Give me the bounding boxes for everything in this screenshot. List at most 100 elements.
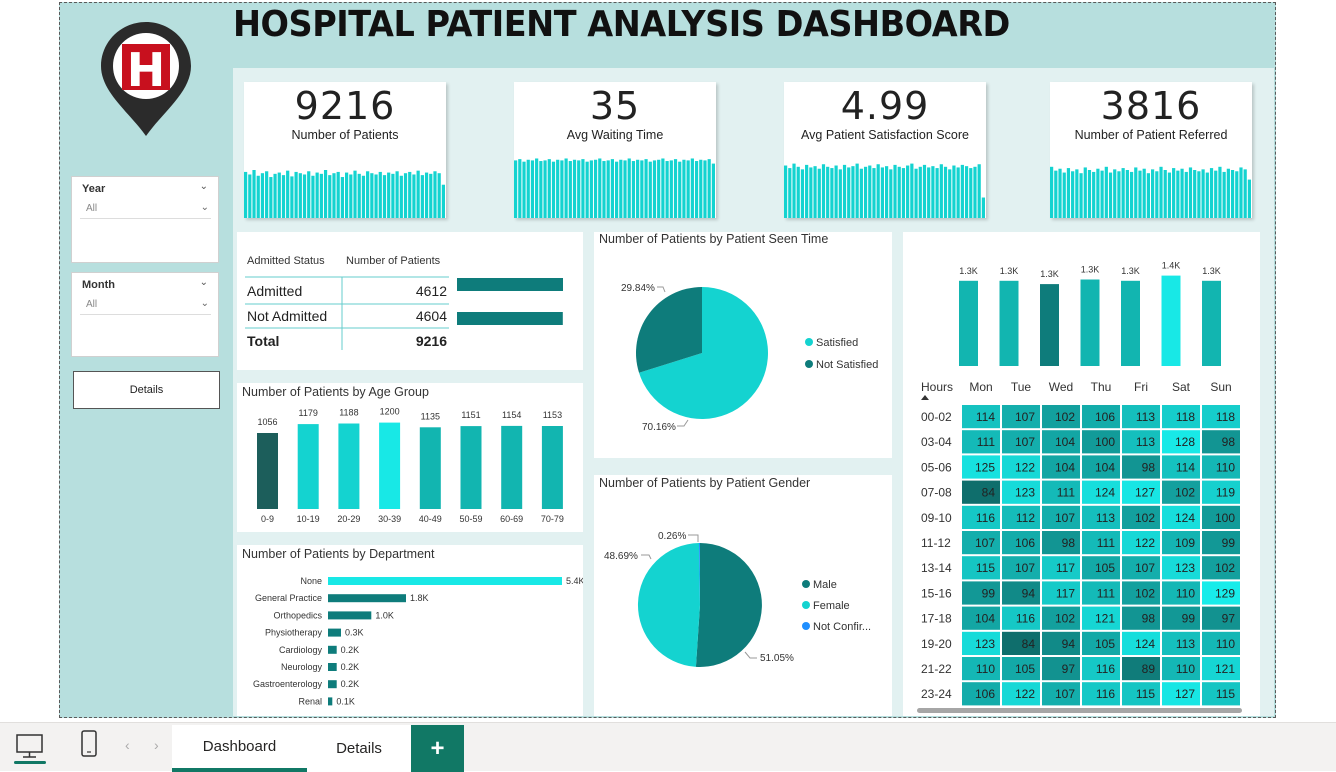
heatmap-cell-value: 97 bbox=[1222, 612, 1236, 626]
heatmap-cell bbox=[1162, 405, 1200, 429]
heatmap-cell-value: 113 bbox=[1096, 511, 1115, 525]
sparkline-bar bbox=[602, 161, 606, 218]
sparkline-bar bbox=[851, 166, 855, 218]
heatmap-cell-value: 113 bbox=[1136, 410, 1155, 424]
axis-tick-label: 10-19 bbox=[297, 514, 320, 524]
heatmap-cell-value: 102 bbox=[1135, 511, 1155, 525]
chevron-right-icon[interactable]: › bbox=[154, 737, 159, 753]
heatmap-corner-label: Hours bbox=[921, 380, 953, 394]
sparkline-bar bbox=[1159, 166, 1163, 218]
heatmap-cell bbox=[1122, 581, 1160, 605]
data-label: 1.3K bbox=[1040, 269, 1059, 279]
sparkline-bar bbox=[652, 160, 657, 218]
heatmap-row-label: 07-08 bbox=[921, 486, 952, 500]
heatmap-cell bbox=[962, 405, 1000, 429]
sparkline-bar bbox=[1104, 166, 1108, 218]
heatmap-cell bbox=[962, 505, 1000, 529]
sparkline-bar bbox=[391, 173, 395, 218]
kpi-card-referred: 3816 Number of Patient Referred bbox=[1050, 82, 1252, 218]
heatmap-cell bbox=[1082, 631, 1120, 655]
year-dropdown[interactable]: All ⌄ bbox=[80, 199, 211, 219]
sparkline-bar bbox=[535, 158, 539, 218]
heatmap-cell bbox=[1042, 556, 1080, 580]
legend-label: Satisfied bbox=[816, 337, 858, 349]
heatmap-cell-value: 127 bbox=[1135, 486, 1155, 500]
data-label: 1.3K bbox=[1121, 266, 1140, 276]
sparkline-bar bbox=[1172, 168, 1176, 218]
data-label: 1151 bbox=[461, 410, 480, 420]
details-button[interactable]: Details bbox=[73, 371, 220, 409]
sparkline-bar bbox=[1218, 166, 1222, 218]
heatmap-cell bbox=[1082, 405, 1120, 429]
heatmap-cell-value: 110 bbox=[1216, 460, 1235, 474]
month-dropdown[interactable]: All ⌄ bbox=[80, 295, 211, 315]
tab-dashboard[interactable]: Dashboard bbox=[172, 725, 307, 772]
admitted-bar bbox=[457, 312, 563, 325]
sparkline-bar bbox=[922, 164, 927, 218]
sparkline-bar bbox=[577, 160, 581, 218]
horizontal-scrollbar bbox=[917, 708, 1242, 713]
sparkline-bar bbox=[1184, 171, 1188, 218]
sparkline-bar bbox=[1205, 172, 1209, 218]
weekday-bar bbox=[959, 280, 978, 366]
chevron-down-icon[interactable]: ⌄ bbox=[199, 181, 208, 192]
sparkline-bar bbox=[973, 166, 977, 218]
heatmap-cell-value: 102 bbox=[1215, 561, 1235, 575]
add-page-button[interactable]: + bbox=[411, 725, 464, 772]
heatmap-cell bbox=[1082, 682, 1120, 706]
data-label: 1.3K bbox=[1202, 266, 1221, 276]
sparkline-bar bbox=[1155, 171, 1159, 218]
heatmap-cell bbox=[1202, 531, 1240, 555]
heatmap-cell-value: 102 bbox=[1055, 410, 1075, 424]
sparkline-bar bbox=[424, 172, 429, 218]
sparkline-bar bbox=[1222, 171, 1226, 218]
sparkline-bar bbox=[644, 159, 648, 218]
heatmap-cell bbox=[1002, 631, 1040, 655]
label-leader bbox=[641, 554, 652, 560]
desktop-view-icon[interactable] bbox=[14, 732, 46, 764]
legend-marker bbox=[802, 580, 810, 588]
chevron-left-icon[interactable]: ‹ bbox=[125, 737, 130, 753]
sparkline-bar bbox=[399, 175, 403, 218]
sparkline-bar bbox=[1066, 168, 1071, 218]
chevron-down-icon[interactable]: ⌄ bbox=[199, 277, 208, 288]
table-cell-count: 4612 bbox=[416, 283, 447, 299]
weekday-bar bbox=[1080, 279, 1100, 366]
sparkline-bar bbox=[1201, 169, 1205, 218]
sparkline-bar bbox=[298, 173, 302, 218]
sparkline-bar bbox=[636, 159, 640, 218]
heatmap-cell-value: 104 bbox=[1055, 460, 1075, 474]
heatmap-cell bbox=[1162, 505, 1200, 529]
sparkline-bar bbox=[918, 166, 922, 218]
heatmap-cell-value: 123 bbox=[1015, 486, 1035, 500]
sparkline-bar bbox=[809, 167, 813, 218]
sparkline-bar bbox=[847, 167, 851, 218]
tab-details[interactable]: Details bbox=[307, 725, 411, 772]
sparkline-bar bbox=[269, 177, 273, 218]
heatmap-cell bbox=[1202, 480, 1240, 504]
heatmap-cell bbox=[1002, 455, 1040, 479]
heatmap-cell-value: 111 bbox=[1097, 536, 1116, 550]
heatmap-cell-value: 123 bbox=[1175, 561, 1195, 575]
sparkline-bar bbox=[813, 166, 817, 218]
mobile-view-icon[interactable] bbox=[80, 730, 98, 758]
data-label: 1188 bbox=[339, 408, 358, 418]
heatmap-cell bbox=[1082, 480, 1120, 504]
heatmap-cell bbox=[1122, 531, 1160, 555]
sparkline-bar bbox=[805, 164, 809, 218]
department-bar bbox=[328, 697, 333, 706]
heatmap-cell-value: 118 bbox=[1176, 410, 1195, 424]
pie-slice bbox=[636, 287, 702, 373]
data-label: 1.3K bbox=[959, 266, 978, 276]
heatmap-cell-value: 121 bbox=[1095, 612, 1115, 626]
sparkline-bar bbox=[408, 171, 412, 218]
heatmap-cell bbox=[1202, 430, 1240, 454]
data-label: 0.1K bbox=[336, 696, 355, 706]
sparkline-bar bbox=[1180, 168, 1184, 218]
legend-label: Not Confir... bbox=[813, 621, 871, 633]
sparkline-bar bbox=[382, 175, 387, 218]
kpi-sparkline bbox=[514, 158, 715, 218]
heatmap-cell bbox=[1122, 606, 1160, 630]
table-cell-count: 4604 bbox=[416, 308, 447, 324]
sparkline-bar bbox=[332, 173, 336, 218]
